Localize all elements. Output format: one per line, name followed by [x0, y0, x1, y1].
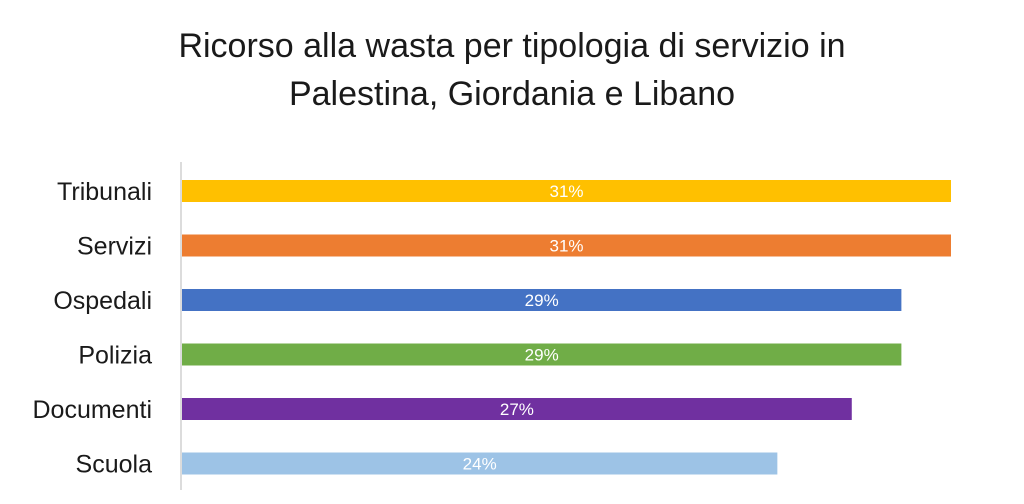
category-label-tribunali: Tribunali — [57, 178, 152, 206]
category-label-servizi: Servizi — [77, 233, 152, 261]
value-label-ospedali: 29% — [525, 291, 559, 310]
category-label-documenti: Documenti — [33, 396, 153, 424]
value-label-tribunali: 31% — [549, 182, 583, 201]
chart-title: Ricorso alla wasta per tipologia di serv… — [0, 22, 1024, 118]
chart-title-line-2: Palestina, Giordania e Libano — [288, 75, 736, 113]
bar-servizi — [182, 234, 951, 257]
value-label-servizi: 31% — [549, 237, 583, 256]
bar-documenti — [182, 398, 852, 420]
value-label-scuola: 24% — [463, 455, 497, 474]
bar-scuola — [182, 452, 778, 475]
bar-polizia — [182, 343, 902, 366]
value-label-documenti: 27% — [500, 400, 534, 419]
bar-tribunali — [182, 180, 951, 202]
bar-ospedali — [182, 289, 902, 311]
category-label-ospedali: Ospedali — [53, 287, 152, 315]
category-label-polizia: Polizia — [78, 342, 152, 370]
chart-title-line-1: Ricorso alla wasta per tipologia di serv… — [178, 27, 846, 65]
category-label-scuola: Scuola — [76, 451, 153, 479]
value-label-polizia: 29% — [525, 346, 559, 365]
